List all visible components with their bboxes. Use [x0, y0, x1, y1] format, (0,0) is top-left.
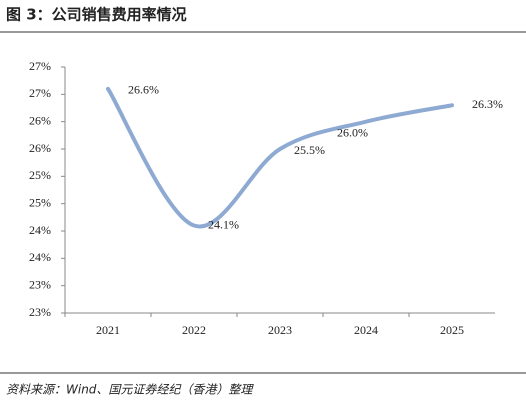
x-tick-label: 2023: [268, 323, 292, 337]
data-label: 26.3%: [472, 97, 503, 111]
data-label: 26.6%: [128, 83, 159, 97]
x-tick-label: 2021: [96, 323, 120, 337]
x-tick-label: 2025: [440, 323, 464, 337]
y-tick-label: 26%: [29, 141, 51, 155]
y-tick-label: 25%: [29, 195, 51, 209]
data-label: 25.5%: [294, 143, 325, 157]
data-label: 24.1%: [208, 217, 239, 231]
y-tick-label: 26%: [29, 113, 51, 127]
y-tick-label: 27%: [29, 86, 51, 100]
x-tick-label: 2024: [354, 323, 378, 337]
y-tick-label: 23%: [29, 305, 51, 319]
source-note: 资料来源：Wind、国元证券经纪（香港）整理: [6, 383, 254, 397]
series-line: [106, 86, 454, 229]
y-tick-label: 23%: [29, 277, 51, 291]
y-tick-label: 24%: [29, 250, 51, 264]
chart-title: 图 3：公司销售费用率情况: [6, 6, 187, 24]
y-tick-label: 24%: [29, 223, 51, 237]
data-label: 26.0%: [337, 125, 368, 139]
x-tick-label: 2022: [182, 323, 206, 337]
y-tick-label: 25%: [29, 168, 51, 182]
y-tick-label: 27%: [29, 59, 51, 73]
